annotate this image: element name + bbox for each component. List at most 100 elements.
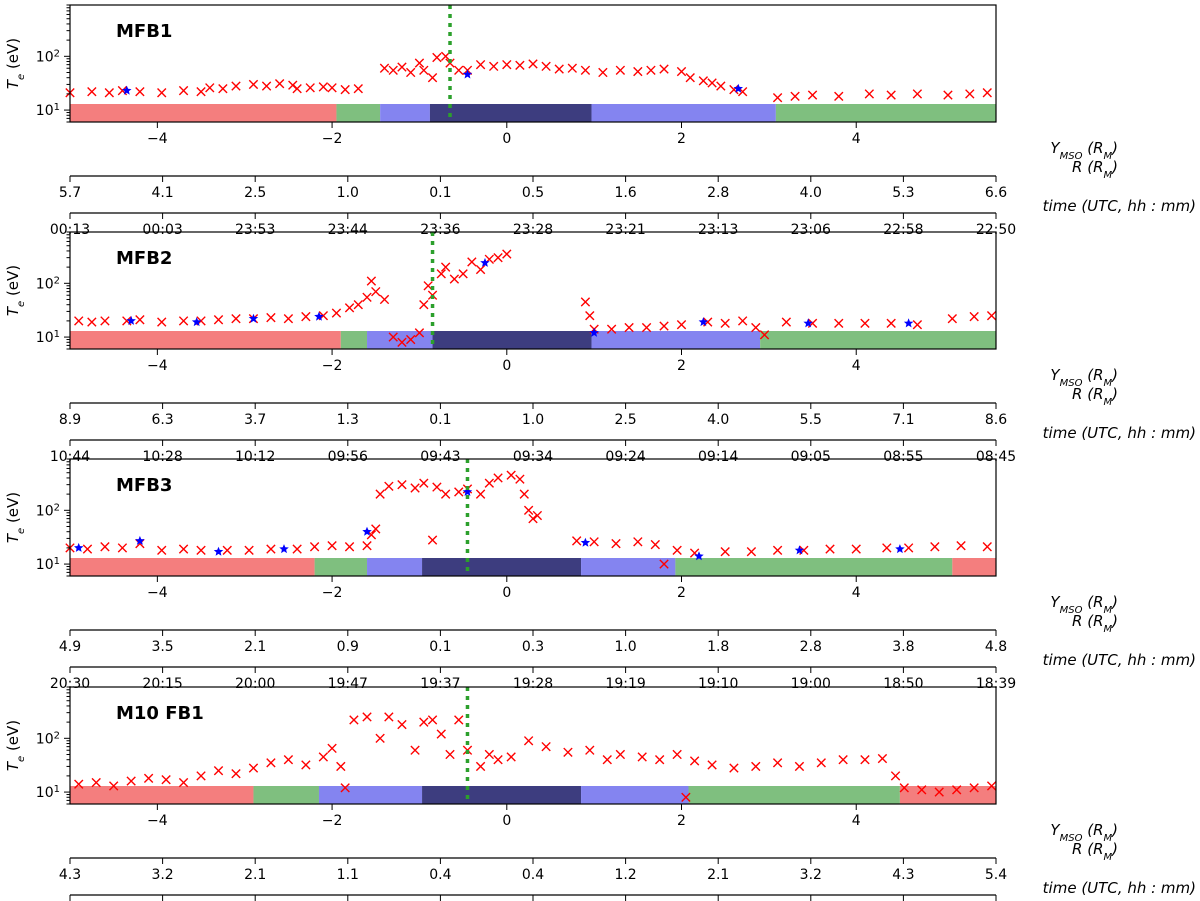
data-point-x xyxy=(912,89,923,99)
data-point-x xyxy=(659,64,669,74)
data-point-x xyxy=(135,315,145,325)
x-axis-label: YMSO (RM) xyxy=(1050,366,1118,389)
time-tick-label: 20:15 xyxy=(142,676,182,692)
data-point-x xyxy=(689,756,700,766)
data-point-x xyxy=(375,733,385,744)
data-point-x xyxy=(143,773,154,784)
data-point-x xyxy=(528,513,538,524)
x-tick-label: −4 xyxy=(147,358,168,374)
data-point-x xyxy=(449,274,460,284)
data-point-x xyxy=(602,755,612,765)
data-point-x xyxy=(475,59,486,70)
data-point-x xyxy=(283,313,294,324)
data-point-x xyxy=(406,334,416,345)
data-point-x xyxy=(218,83,228,94)
data-point-x xyxy=(397,719,407,730)
time-tick-label: 22:50 xyxy=(976,222,1016,238)
data-point-star xyxy=(903,318,914,328)
x-tick-label: −4 xyxy=(147,813,168,829)
data-point-x xyxy=(371,524,381,534)
data-point-x xyxy=(379,294,390,305)
data-point-x xyxy=(969,783,979,793)
data-point-x xyxy=(947,313,958,324)
time-tick-label: 19:37 xyxy=(420,676,460,692)
panel-title: M10 FB1 xyxy=(116,703,204,724)
data-point-x xyxy=(729,763,739,773)
data-point-star xyxy=(126,315,136,325)
region-bar-2 xyxy=(336,104,381,122)
data-point-x xyxy=(838,755,848,765)
data-point-x xyxy=(375,489,385,499)
data-point-x xyxy=(917,785,927,795)
data-point-x xyxy=(213,315,224,325)
x-tick-label: 4 xyxy=(852,585,861,601)
data-point-x xyxy=(419,65,429,75)
x-axis-label: YMSO (RM) xyxy=(1050,139,1118,162)
data-point-x xyxy=(746,546,757,557)
r-tick-label: 5.3 xyxy=(892,185,914,201)
data-point-x xyxy=(427,715,438,725)
data-point-star xyxy=(362,526,372,536)
data-point-x xyxy=(969,311,979,322)
r-tick-label: 0.4 xyxy=(522,867,544,883)
data-point-x xyxy=(729,84,739,95)
data-point-x xyxy=(248,763,259,773)
region-bar-5 xyxy=(581,558,676,576)
data-point-x xyxy=(231,313,241,324)
data-point-x xyxy=(606,324,617,334)
data-point-star xyxy=(895,544,905,554)
data-point-x xyxy=(882,543,892,553)
data-point-x xyxy=(178,316,189,326)
data-point-x xyxy=(633,537,643,547)
data-point-x xyxy=(571,536,582,546)
data-point-x xyxy=(772,545,783,556)
y-tick-label: 102 xyxy=(36,48,60,66)
time-tick-label: 10:12 xyxy=(235,449,275,465)
data-point-x xyxy=(108,781,119,791)
data-point-x xyxy=(484,749,495,760)
data-point-x xyxy=(528,59,538,69)
data-point-x xyxy=(641,322,652,333)
time-tick-label: 18:39 xyxy=(976,676,1016,692)
time-tick-label: 19:19 xyxy=(605,676,645,692)
region-bar-2 xyxy=(340,331,368,349)
data-point-x xyxy=(74,316,84,326)
r-tick-label: 2.1 xyxy=(244,867,266,883)
r-tick-label: 2.1 xyxy=(707,867,729,883)
data-point-x xyxy=(397,479,407,490)
plot-frame xyxy=(69,686,997,805)
r-tick-label: 3.2 xyxy=(800,867,822,883)
panel-2: 101 102 Te (eV) −4 −2 0 2 4 MFB2 YMSO (RM)R (RM) t… xyxy=(4,231,1196,465)
data-point-x xyxy=(157,317,167,327)
time-axis-label: time (UTC, hh : mm) xyxy=(1043,424,1196,442)
time-tick-label: 09:14 xyxy=(698,449,738,465)
data-point-x xyxy=(126,776,136,786)
data-point-x xyxy=(646,65,656,75)
region-bar-4 xyxy=(429,104,592,122)
data-point-star xyxy=(580,537,591,547)
data-point-x xyxy=(986,781,997,791)
time-tick-label: 23:13 xyxy=(698,222,738,238)
data-point-x xyxy=(436,269,446,279)
x-tick-label: −4 xyxy=(147,585,168,601)
data-point-star xyxy=(462,486,473,496)
r-tick-label: 2.5 xyxy=(244,185,266,201)
data-point-x xyxy=(720,546,730,557)
data-point-x xyxy=(676,66,687,77)
data-point-x xyxy=(327,540,337,551)
data-point-x xyxy=(205,83,215,93)
y-tick-label: 101 xyxy=(36,784,60,802)
data-point-x xyxy=(930,542,940,552)
y-axis-label: Te (eV) xyxy=(4,38,27,89)
data-point-x xyxy=(672,749,682,760)
data-point-x xyxy=(87,86,97,97)
plot-frame xyxy=(69,231,997,350)
r-tick-label: 2.8 xyxy=(707,185,729,201)
data-point-x xyxy=(327,743,337,754)
time-tick-label: 23:06 xyxy=(791,222,831,238)
data-point-x xyxy=(292,83,302,94)
data-point-x xyxy=(807,90,818,100)
data-point-x xyxy=(493,473,503,483)
plot-frame xyxy=(69,458,997,577)
